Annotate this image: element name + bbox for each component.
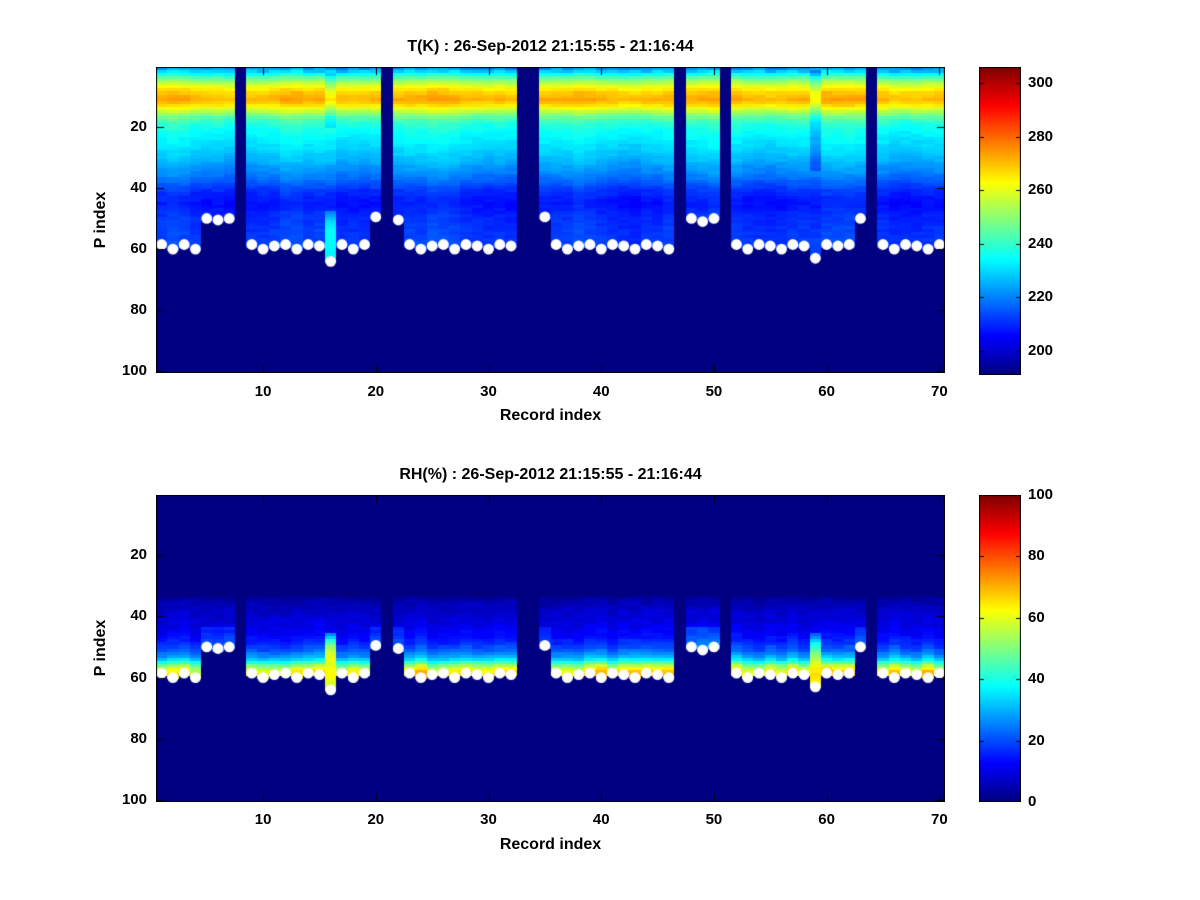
x-tick-label: 10	[254, 811, 272, 828]
colorbar-tick-label: 40	[1028, 670, 1045, 688]
y-tick-label: 60	[130, 668, 147, 686]
y-tick-label: 20	[130, 117, 147, 135]
colorbar-tick-label: 300	[1028, 74, 1054, 92]
temperature-plot-title: T(K) : 26-Sep-2012 21:15:55 - 21:16:44	[407, 38, 694, 55]
colorbar-tick-label: 280	[1028, 127, 1054, 145]
x-tick-label: 60	[818, 811, 835, 828]
humidity-colorbar	[979, 495, 1021, 802]
colorbar-tick-label: 60	[1028, 608, 1045, 626]
humidity-plot-title: RH(%) : 26-Sep-2012 21:15:55 - 21:16:44	[399, 466, 702, 483]
x-tick-label: 70	[931, 811, 948, 828]
x-tick-label: 70	[931, 383, 948, 400]
y-tick-label: 80	[130, 301, 147, 319]
colorbar-tick-label: 200	[1028, 341, 1054, 359]
x-tick-label: 50	[705, 383, 723, 400]
x-tick-label: 40	[592, 383, 610, 400]
x-tick-label: 30	[480, 811, 497, 828]
y-tick-label: 80	[130, 730, 147, 748]
colorbar-tick-label: 220	[1028, 288, 1054, 306]
y-tick-label: 20	[130, 545, 147, 563]
colorbar-tick-label: 20	[1028, 731, 1045, 749]
temperature-heatmap-plot	[156, 67, 945, 373]
humidity-heatmap-plot	[156, 495, 945, 802]
y-tick-label: 60	[130, 240, 147, 258]
x-tick-label: 50	[705, 811, 723, 828]
colorbar-tick-label: 0	[1028, 793, 1037, 810]
humidity-x-axis-label: Record index	[499, 836, 602, 853]
colorbar-tick-label: 100	[1028, 486, 1054, 503]
x-tick-label: 30	[480, 383, 497, 400]
y-tick-label: 100	[121, 791, 147, 809]
x-tick-label: 20	[367, 383, 385, 400]
x-tick-label: 40	[592, 811, 610, 828]
y-tick-label: 40	[130, 607, 147, 625]
x-tick-label: 10	[254, 383, 272, 400]
y-tick-label: 100	[121, 362, 147, 380]
colorbar-tick-label: 80	[1028, 547, 1045, 565]
colorbar-tick-label: 260	[1028, 181, 1054, 199]
temperature-x-axis-label: Record index	[499, 407, 602, 424]
y-tick-label: 40	[130, 178, 147, 196]
x-tick-label: 20	[367, 811, 385, 828]
x-tick-label: 60	[818, 383, 835, 400]
colorbar-tick-label: 240	[1028, 234, 1054, 252]
temperature-colorbar	[979, 67, 1021, 375]
